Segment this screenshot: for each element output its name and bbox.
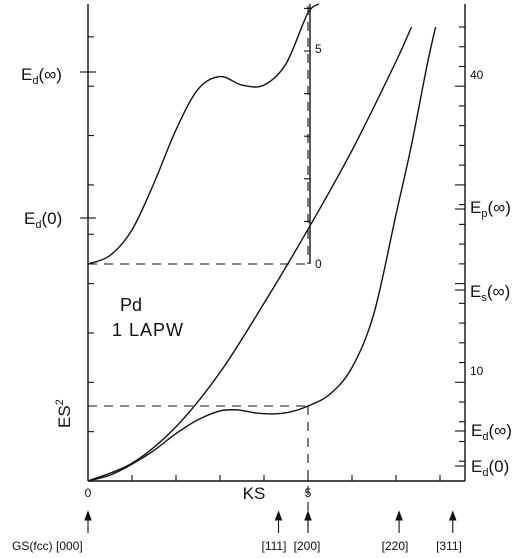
left-level-ed-inf-arg: (∞) xyxy=(38,65,61,84)
left-level-ed-0-base: E xyxy=(24,209,35,228)
right-level-es-inf-sub: s xyxy=(481,292,487,304)
right-level-ed-0-sub: d xyxy=(482,467,488,479)
structure-label-220: [220] xyxy=(382,539,409,553)
right-level-es-inf: Es(∞) xyxy=(470,282,510,304)
right-tick-label-10: 10 xyxy=(470,364,484,378)
right-tick-label-40: 40 xyxy=(470,68,484,82)
structure-arrow-head-2 xyxy=(304,510,312,521)
structure-label-000: GS(fcc) [000] xyxy=(12,539,83,553)
left-level-ed-inf-sub: d xyxy=(32,75,38,87)
right-level-ed-inf-sub: d xyxy=(482,431,488,443)
right-level-ed-inf: Ed(∞) xyxy=(471,421,512,443)
structure-label-311: [311] xyxy=(436,539,462,553)
basis-label: 1 LAPW xyxy=(112,320,184,340)
x-tick-label-5: 5 xyxy=(305,486,312,500)
left-level-ed-0: Ed(0) xyxy=(24,209,62,231)
right-level-ep-inf-arg: (∞) xyxy=(487,198,510,217)
curves xyxy=(87,3,437,482)
right-level-ed-inf-base: E xyxy=(471,421,482,440)
free-electron-curve xyxy=(87,26,413,482)
structure-arrow-head-1 xyxy=(274,510,283,521)
dashed-guides xyxy=(88,6,310,534)
y-axis-label-base: ES xyxy=(55,405,74,428)
y-axis-label-sup: 2 xyxy=(54,399,66,405)
axis-frame xyxy=(87,4,466,482)
x-axis-label: KS xyxy=(243,484,266,503)
structure-label-111: [111] xyxy=(262,539,287,553)
right-level-es-inf-base: E xyxy=(470,282,481,301)
right-level-ed-0: Ed(0) xyxy=(471,457,509,479)
left-level-ed-inf: Ed(∞) xyxy=(21,65,62,87)
x-tick-label-0: 0 xyxy=(85,486,92,500)
element-label: Pd xyxy=(120,295,142,315)
right-level-ed-0-base: E xyxy=(471,457,482,476)
tick-marks xyxy=(80,7,465,481)
left-level-ed-0-sub: d xyxy=(35,219,41,231)
y-axis-label: ES2 xyxy=(54,399,74,428)
left-level-ed-0-arg: (0) xyxy=(41,209,62,228)
structure-label-200: [200] xyxy=(294,539,321,553)
structure-arrow-head-3 xyxy=(395,510,403,521)
right-level-ep-inf-sub: p xyxy=(481,208,487,220)
left-level-ed-inf-base: E xyxy=(21,65,32,84)
right-level-ed-0-arg: (0) xyxy=(488,457,509,476)
inset-tick-label-5: 5 xyxy=(315,42,322,56)
structure-arrow-head-0 xyxy=(84,510,92,521)
right-level-ed-inf-arg: (∞) xyxy=(488,421,511,440)
structure-arrows xyxy=(84,510,457,533)
right-level-ep-inf-base: E xyxy=(470,198,481,217)
structure-arrow-head-4 xyxy=(448,510,457,521)
d-band-curve xyxy=(87,26,437,482)
inset-tick-label-0: 0 xyxy=(315,257,322,271)
right-level-es-inf-arg: (∞) xyxy=(487,282,510,301)
right-level-ep-inf: Ep(∞) xyxy=(470,198,511,220)
inset-d-band-curve xyxy=(87,3,320,265)
